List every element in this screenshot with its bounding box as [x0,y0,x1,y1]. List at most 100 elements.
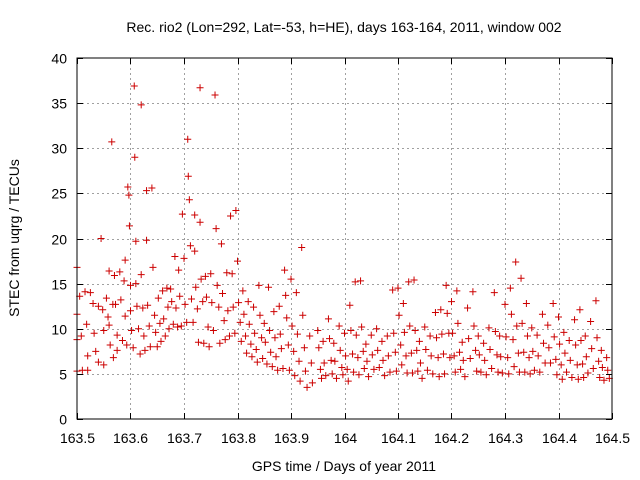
x-tick-label: 164.5 [595,430,630,446]
data-point [446,354,454,362]
data-point [512,258,520,266]
data-point [603,354,611,362]
data-point [151,311,159,319]
data-point [528,324,536,332]
data-point [498,369,506,377]
data-point [496,332,504,340]
x-tick-label: 163.5 [60,430,95,446]
data-point [108,138,116,146]
data-point [178,210,186,218]
data-point [390,329,398,337]
data-point [97,235,105,242]
data-point [137,271,145,279]
data-point [448,298,455,306]
data-point [546,359,554,367]
data-point [113,331,121,339]
y-tick-label: 35 [51,96,67,112]
data-point [255,281,263,289]
data-point [399,299,407,307]
data-point [598,364,606,372]
data-point [416,359,424,367]
data-point [187,295,195,303]
data-point [587,318,595,326]
x-tick-label: 164.3 [488,430,523,446]
data-point [215,303,223,311]
data-point [276,330,284,338]
data-point [544,321,552,329]
data-point [473,367,481,375]
data-point [163,284,171,292]
data-point [186,242,194,250]
data-point [534,352,542,360]
data-point [391,348,399,356]
data-point [523,332,531,340]
data-point [211,91,219,99]
data-point [303,383,311,391]
data-point [306,332,314,340]
data-point [365,373,373,381]
data-point [352,331,360,339]
data-point [510,363,518,371]
data-point [441,370,449,378]
data-point [267,348,275,356]
x-tick-label: 164.1 [381,430,416,446]
data-point [175,266,183,274]
data-point [261,338,269,346]
data-point [161,332,169,340]
data-point [457,365,465,373]
data-point [270,308,278,316]
data-point [450,352,458,360]
data-point [456,348,464,356]
data-point [177,322,185,330]
data-point [563,368,571,376]
data-point [357,277,365,285]
data-point [349,350,357,358]
data-point [118,336,126,344]
data-point [480,339,488,347]
data-point [110,272,118,280]
data-point [199,298,207,306]
data-point [152,328,160,336]
x-tick-label: 164 [334,430,358,446]
data-point [252,346,260,354]
data-point [231,329,239,337]
data-point [407,349,415,357]
y-tick-label: 15 [51,277,67,293]
data-point [320,359,328,367]
data-point [339,371,347,379]
data-point [314,327,322,335]
data-point [502,333,510,341]
data-point [317,374,325,382]
data-point [201,272,209,280]
data-point [248,353,256,361]
data-point [167,285,175,293]
data-point [202,293,210,301]
data-point [277,345,285,353]
data-point [94,358,102,366]
data-point [184,135,192,143]
data-point [137,101,145,109]
data-point [113,346,121,354]
data-point [184,172,192,180]
data-point [518,319,526,327]
data-point [144,301,152,309]
data-point [454,319,462,327]
data-point [251,329,259,337]
data-point [384,352,392,360]
data-point [565,336,573,344]
data-point [130,82,138,90]
data-point [284,341,292,349]
data-point [183,318,191,326]
data-point [421,323,429,331]
data-point [194,338,202,346]
data-points [73,82,613,391]
data-point [117,296,125,304]
data-point [582,353,590,361]
data-point [577,336,585,344]
data-point [465,335,473,343]
data-point [253,358,261,366]
data-point [538,310,546,318]
data-point [589,364,597,372]
data-point [505,370,513,378]
data-point [100,327,108,335]
